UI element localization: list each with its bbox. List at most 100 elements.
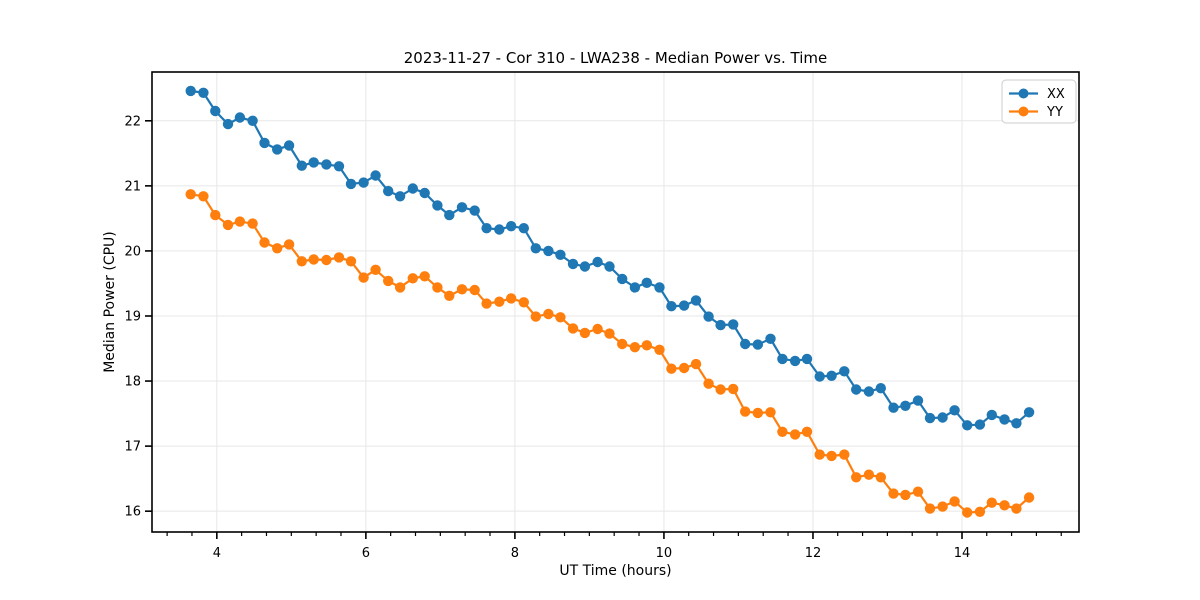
data-point [444,209,455,221]
data-point [456,284,468,295]
tick-label: 14 [954,546,971,561]
data-point [555,312,566,323]
legend-marker-yy [1018,106,1029,117]
data-point [715,319,726,331]
data-series [185,85,1035,518]
tick-label: 21 [124,179,141,194]
data-point [752,407,763,419]
data-point [654,344,665,355]
data-point [247,115,258,127]
data-point [394,282,406,293]
legend-entry-xx: XX [1009,87,1065,102]
data-point [210,105,221,117]
data-point [567,323,579,334]
data-point [765,333,776,344]
data-point [185,189,196,200]
data-point [1011,503,1022,514]
data-point [370,170,381,181]
data-point [567,258,579,270]
tick-label: 4 [213,546,221,561]
data-point [494,296,505,307]
data-point [777,353,788,365]
data-point [1023,492,1035,503]
data-point [690,295,702,306]
legend: XX YY [1001,79,1077,124]
data-point [949,405,960,416]
data-point [912,395,924,406]
data-point [839,449,850,460]
data-point [407,273,418,284]
data-point [530,243,541,254]
data-point [518,223,529,234]
data-point [345,256,357,267]
x-axis-label: UT Time (hours) [559,563,671,579]
y-axis-label: Median Power (CPU) [102,231,118,373]
tick-label: 17 [124,440,141,455]
data-point [617,338,628,350]
data-point [543,245,554,257]
data-point [924,412,936,424]
tick-label: 18 [124,375,141,390]
data-point [912,486,924,497]
data-point [789,429,801,440]
tick-label: 8 [511,546,519,561]
data-point [234,216,246,227]
data-point [937,412,948,423]
data-point [937,501,948,512]
data-point [259,137,270,149]
axis-ticks [145,119,1062,539]
data-point [444,290,455,301]
data-point [641,340,652,351]
series-line-yy [190,193,1030,514]
data-point [469,284,480,296]
data-point [666,363,677,374]
data-point [851,384,862,395]
data-point [888,402,899,413]
data-point [283,140,295,151]
data-point [259,237,270,248]
data-point [394,191,406,202]
tick-label: 6 [362,546,370,561]
data-point [222,118,234,130]
data-point [308,254,319,265]
data-point [579,261,591,272]
data-point [765,407,776,418]
data-point [370,264,381,275]
data-point [222,219,234,231]
data-point [296,256,307,267]
data-point [875,472,886,483]
data-point [308,157,319,168]
data-point [826,450,837,462]
data-point [740,338,751,350]
data-point [456,202,468,213]
data-point [974,506,986,517]
data-point [690,358,702,370]
data-point [592,256,603,268]
data-point [432,200,443,211]
data-point [247,218,258,229]
data-point [740,406,751,417]
data-point [321,159,332,170]
data-point [678,300,690,311]
data-point [801,426,813,437]
data-point [629,342,641,353]
data-point [506,293,517,304]
data-point [814,371,825,382]
data-point [715,384,726,395]
chart-title: 2023-11-27 - Cor 310 - LWA238 - Median P… [404,49,828,67]
data-point [839,366,850,377]
data-point [407,183,418,194]
data-point [592,323,603,335]
data-point [579,327,591,339]
data-point [962,507,973,518]
tick-label: 12 [805,546,822,561]
data-point [506,221,517,232]
data-point [851,472,862,483]
data-point [383,275,394,287]
data-point [210,209,221,221]
data-point [863,469,875,480]
data-point [777,426,788,437]
data-point [789,355,801,367]
data-point [666,301,677,312]
data-point [986,497,997,508]
